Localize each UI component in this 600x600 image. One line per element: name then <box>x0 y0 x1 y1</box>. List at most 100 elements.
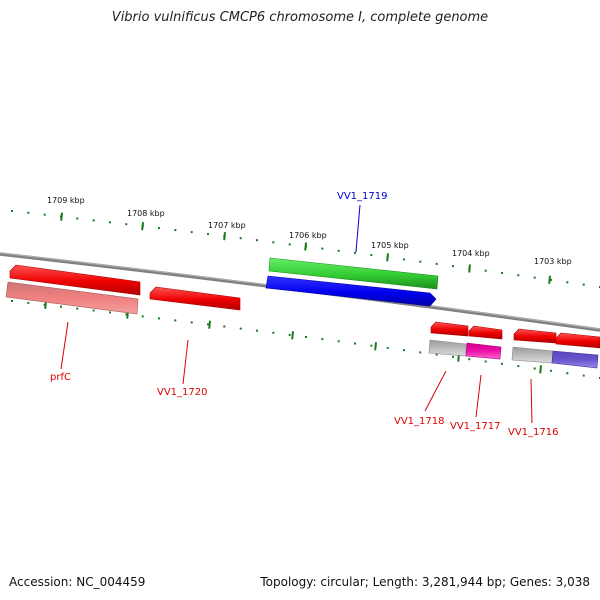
tick-dot <box>207 233 209 236</box>
tick-dot <box>501 362 503 365</box>
tick-dot <box>501 271 503 274</box>
kbp-label: 1707 kbp <box>208 221 246 230</box>
tick-dot <box>386 346 389 349</box>
tick-dot <box>582 374 585 377</box>
gene-label-vv1-1719[interactable]: VV1_1719 <box>337 191 388 202</box>
lower-tick-row <box>11 300 600 379</box>
tick-dot <box>435 262 438 265</box>
tick-dot <box>337 340 340 343</box>
tick-dot <box>566 372 569 375</box>
genome-summary-text: Topology: circular; Length: 3,281,944 bp… <box>260 575 590 589</box>
leader-line-vv1-1717 <box>475 374 482 418</box>
kbp-label: 1703 kbp <box>534 257 572 266</box>
tick-dot <box>370 344 373 347</box>
leader-line-vv1-1719 <box>355 204 361 253</box>
tick-dot <box>92 309 95 312</box>
tick-dot <box>452 265 454 268</box>
tick-dot <box>27 211 30 214</box>
tick-dot <box>174 319 177 322</box>
major-tick <box>60 212 63 221</box>
tick-dot <box>582 283 585 286</box>
tick-dot <box>76 217 79 220</box>
tick-dot <box>305 336 307 338</box>
major-tick <box>548 275 551 284</box>
tick-dot <box>419 351 422 354</box>
tick-dot <box>223 325 226 328</box>
major-tick <box>539 365 542 374</box>
gene-vv1-1718[interactable] <box>428 321 469 357</box>
tick-dot <box>517 274 520 277</box>
tick-dot <box>256 239 258 242</box>
major-tick <box>468 264 471 273</box>
tick-dot <box>43 213 46 216</box>
tick-dot <box>109 221 111 224</box>
tick-dot <box>566 281 569 284</box>
tick-dot <box>517 365 520 368</box>
gene-label-vv1-1720[interactable]: VV1_1720 <box>157 387 208 398</box>
tick-dot <box>76 307 79 310</box>
tick-dot <box>419 260 422 263</box>
tick-dot <box>321 338 324 341</box>
tick-dot <box>125 313 128 316</box>
kbp-label: 1708 kbp <box>127 209 165 218</box>
tick-dot <box>60 305 62 308</box>
tick-dot <box>158 317 160 320</box>
kbp-label: 1709 kbp <box>47 196 85 205</box>
kbp-label: 1704 kbp <box>452 249 490 258</box>
tick-dot <box>550 278 552 281</box>
tick-dot <box>321 247 324 250</box>
gene-vv1-1720[interactable] <box>149 286 241 311</box>
tick-dot <box>354 342 356 345</box>
tick-dot <box>207 323 209 326</box>
tick-dot <box>435 353 438 356</box>
tick-dot <box>452 355 454 358</box>
tick-dot <box>27 301 30 304</box>
gene-prfC[interactable] <box>5 264 141 315</box>
genome-title: Vibrio vulnificus CMCP6 chromosome I, co… <box>111 10 489 25</box>
tick-dot <box>272 331 275 334</box>
tick-dot <box>92 219 95 222</box>
tick-dot <box>550 369 552 372</box>
tick-dot <box>256 329 258 332</box>
tick-dot <box>484 360 487 363</box>
major-tick <box>304 242 307 251</box>
tick-dot <box>174 229 177 232</box>
major-tick <box>223 232 226 241</box>
kbp-label: 1706 kbp <box>289 231 327 240</box>
tick-dot <box>272 241 275 244</box>
gene-vv1-1716[interactable] <box>511 328 600 369</box>
gene-vv1-1717[interactable] <box>465 325 503 360</box>
gene-label-vv1-1716[interactable]: VV1_1716 <box>508 427 559 438</box>
leader-line-vv1-1720 <box>182 339 189 385</box>
tick-dot <box>533 367 536 370</box>
gene-vv1-1719[interactable] <box>265 257 439 307</box>
upper-tick-row <box>11 210 600 288</box>
tick-dot <box>354 251 356 254</box>
tick-dot <box>533 276 536 279</box>
tick-dot <box>109 311 111 314</box>
major-tick <box>386 253 389 262</box>
accession-text: Accession: NC_004459 <box>9 575 146 589</box>
tick-dot <box>11 210 13 212</box>
major-tick <box>208 320 211 329</box>
major-tick <box>291 331 294 340</box>
major-tick <box>141 222 144 231</box>
tick-dot <box>484 269 487 272</box>
gene-label-vv1-1717[interactable]: VV1_1717 <box>450 421 501 432</box>
leader-line-vv1-1716 <box>530 378 533 424</box>
tick-dot <box>468 358 471 361</box>
tick-dot <box>288 333 291 336</box>
tick-dot <box>370 254 373 257</box>
major-tick <box>374 342 377 351</box>
leader-line-prfC <box>60 321 69 370</box>
tick-dot <box>403 349 405 352</box>
tick-dot <box>141 315 144 318</box>
kbp-label: 1705 kbp <box>371 241 409 250</box>
tick-dot <box>239 237 242 240</box>
tick-dot <box>158 227 160 230</box>
tick-dot <box>190 231 193 234</box>
gene-label-vv1-1718[interactable]: VV1_1718 <box>394 416 445 427</box>
gene-label-prfC[interactable]: prfC <box>50 372 71 383</box>
tick-dot <box>11 300 13 302</box>
